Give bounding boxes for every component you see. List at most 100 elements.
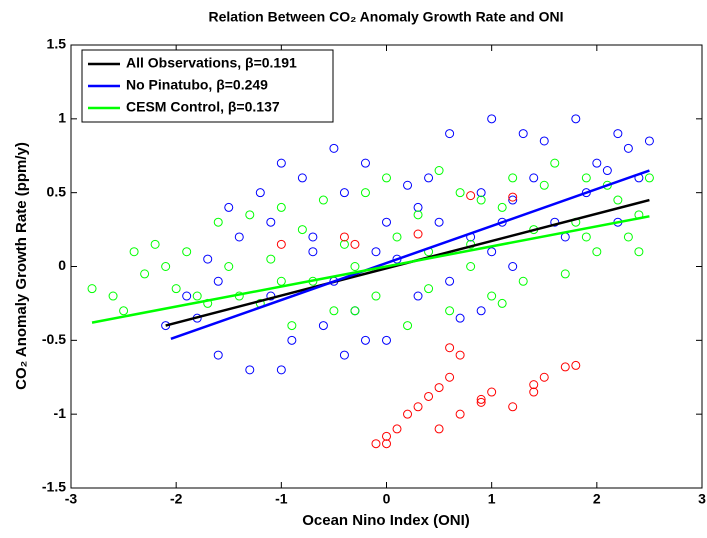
- data-point: [192, 291, 202, 301]
- data-point: [413, 210, 423, 220]
- x-tick-label: 1: [488, 491, 496, 507]
- data-point: [140, 269, 150, 279]
- data-point: [476, 394, 486, 404]
- data-point: [245, 365, 255, 375]
- data-point: [213, 217, 223, 227]
- data-point: [339, 232, 349, 242]
- data-point: [371, 439, 381, 449]
- data-point: [329, 306, 339, 316]
- data-point: [119, 306, 129, 316]
- data-point: [234, 232, 244, 242]
- data-point: [508, 195, 518, 205]
- data-point: [287, 335, 297, 345]
- data-point: [602, 180, 612, 190]
- data-point: [350, 262, 360, 271]
- data-point: [644, 173, 654, 183]
- data-point: [213, 350, 223, 360]
- y-tick-label: -1: [54, 405, 67, 421]
- data-point: [182, 247, 192, 257]
- data-point: [403, 409, 413, 419]
- data-point: [245, 210, 255, 220]
- data-point: [497, 202, 507, 212]
- data-point: [203, 254, 213, 264]
- data-point: [539, 136, 549, 146]
- data-point: [350, 239, 360, 249]
- data-point: [560, 362, 570, 372]
- data-point: [518, 129, 528, 139]
- data-point: [339, 350, 349, 360]
- data-point: [613, 195, 623, 205]
- data-point: [276, 158, 286, 168]
- data-point: [434, 424, 444, 434]
- data-point: [360, 158, 370, 168]
- data-point: [392, 424, 402, 434]
- data-point: [371, 291, 381, 301]
- data-point: [308, 232, 318, 242]
- data-point: [403, 321, 413, 331]
- x-axis-label: Ocean Nino Index (ONI): [302, 512, 470, 529]
- data-point: [445, 343, 455, 353]
- data-point: [382, 173, 391, 183]
- data-point: [508, 262, 518, 271]
- x-tick-label: 3: [698, 491, 706, 507]
- data-point: [108, 291, 118, 301]
- data-point: [518, 276, 528, 286]
- data-point: [382, 431, 391, 441]
- data-point: [623, 143, 633, 153]
- data-point: [466, 191, 476, 201]
- data-point: [571, 114, 581, 124]
- data-point: [266, 217, 276, 227]
- data-point: [445, 306, 455, 316]
- data-point: [476, 306, 486, 316]
- data-point: [508, 192, 518, 202]
- data-point: [592, 247, 602, 257]
- data-point: [171, 284, 181, 294]
- data-point: [276, 365, 286, 375]
- data-point: [529, 173, 539, 183]
- data-point: [445, 276, 455, 286]
- fit-line: [170, 169, 650, 341]
- data-point: [413, 202, 423, 212]
- data-point: [129, 247, 139, 257]
- data-point: [571, 360, 581, 370]
- data-point: [276, 202, 286, 212]
- data-point: [413, 229, 423, 239]
- y-tick-label: 0: [58, 257, 66, 273]
- data-point: [539, 372, 549, 382]
- data-point: [255, 188, 265, 198]
- data-point: [150, 239, 160, 249]
- x-tick-label: 0: [383, 491, 391, 507]
- data-point: [318, 321, 328, 331]
- fit-line: [91, 215, 650, 324]
- y-axis-label: CO₂ Anomaly Growth Rate (ppm/y): [13, 142, 30, 390]
- data-point: [329, 143, 339, 153]
- data-point: [550, 217, 560, 227]
- data-point: [581, 188, 591, 198]
- chart-title: Relation Between CO₂ Anomaly Growth Rate…: [209, 9, 564, 25]
- data-point: [287, 321, 297, 331]
- data-point: [581, 232, 591, 242]
- data-point: [339, 188, 349, 198]
- data-point: [297, 173, 307, 183]
- data-point: [276, 239, 286, 249]
- y-tick-label: 1: [58, 110, 66, 126]
- data-point: [213, 276, 223, 286]
- data-point: [602, 166, 612, 176]
- data-point: [623, 232, 633, 242]
- data-point: [581, 173, 591, 183]
- x-tick-label: -2: [170, 491, 183, 507]
- data-point: [382, 335, 391, 345]
- data-point: [455, 313, 465, 323]
- data-point: [424, 284, 434, 294]
- data-point: [266, 254, 276, 264]
- data-point: [592, 158, 602, 168]
- data-point: [350, 306, 360, 316]
- data-point: [455, 188, 465, 198]
- data-point: [434, 217, 444, 227]
- data-point: [487, 247, 497, 257]
- data-point: [87, 284, 97, 294]
- data-point: [413, 291, 423, 301]
- data-point: [476, 195, 486, 205]
- data-point: [539, 180, 549, 190]
